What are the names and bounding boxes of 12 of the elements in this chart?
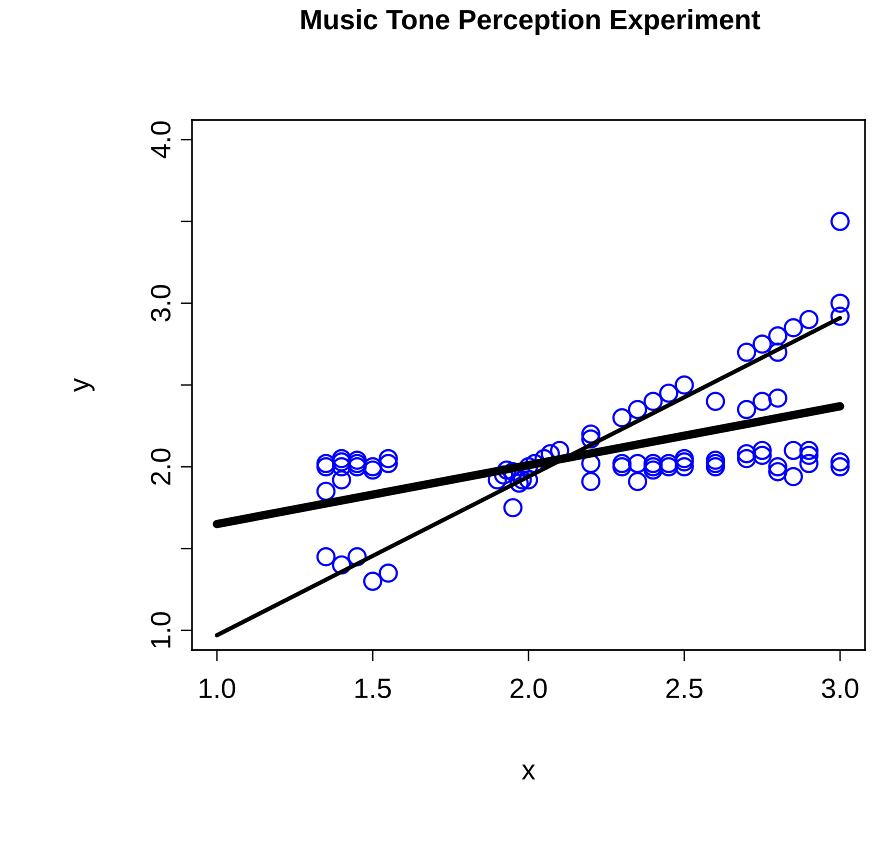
chart-title: Music Tone Perception Experiment xyxy=(301,9,760,35)
x-axis-title: x xyxy=(522,764,536,780)
y-axis-title: y xyxy=(74,378,95,392)
y-tick-label: 3.0 xyxy=(150,284,171,322)
x-tick-label: 2.5 xyxy=(666,678,702,698)
x-tick-label: 1.5 xyxy=(356,678,391,698)
x-tick-label: 1.0 xyxy=(200,678,236,698)
x-tick-label: 3.0 xyxy=(822,678,858,698)
x-tick-label: 2.0 xyxy=(510,678,547,698)
y-tick-label: 1.0 xyxy=(150,612,171,648)
y-tick-label: 2.0 xyxy=(150,448,171,485)
y-tick-label: 4.0 xyxy=(150,121,171,158)
